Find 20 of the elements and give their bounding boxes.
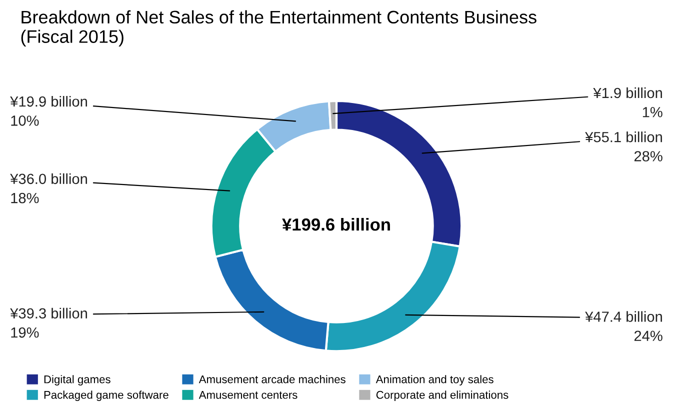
data-label: ¥1.9 billion xyxy=(593,87,662,98)
text: ¥199.6 billion xyxy=(282,218,390,231)
legend-label: Amusement arcade machines xyxy=(198,375,346,384)
text: 19% xyxy=(11,327,39,338)
text: 28% xyxy=(634,151,662,162)
legend-label: Digital games xyxy=(44,375,110,386)
data-label: ¥47.4 billion xyxy=(585,311,662,322)
data-label: ¥36.0 billion xyxy=(10,173,87,184)
data-label: ¥55.1 billion xyxy=(585,132,662,142)
legend-label: Corporate and eliminations xyxy=(376,390,508,401)
text: 1% xyxy=(642,107,662,118)
legend-label: Animation and toy sales xyxy=(376,375,494,386)
chart-title: Breakdown of Net Sales of the Entertainment Contents Business (Fiscal 2015) xyxy=(21,10,536,47)
legend-label: Amusement centers xyxy=(198,391,298,399)
text: 10% xyxy=(11,116,39,126)
text: 24% xyxy=(634,330,662,341)
data-label: ¥19.9 billion xyxy=(10,96,87,107)
text: 18% xyxy=(11,192,39,204)
legend-label: Packaged game software xyxy=(44,390,168,401)
data-label: ¥39.3 billion xyxy=(10,308,87,319)
